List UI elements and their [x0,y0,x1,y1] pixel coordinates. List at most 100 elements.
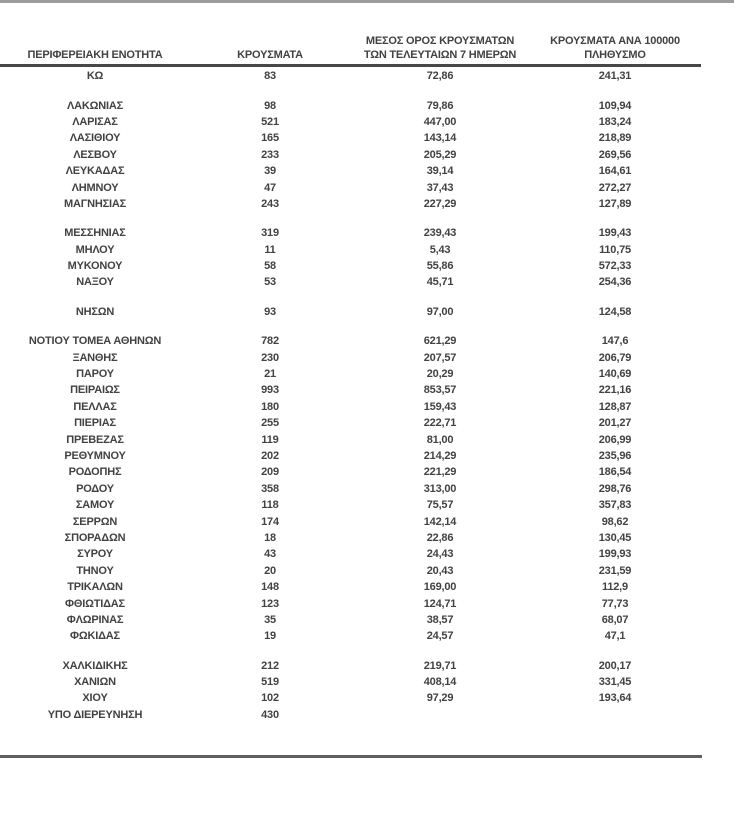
region-name-cell: ΤΗΝΟΥ [76,564,114,577]
per100k-cell: 110,75 [599,243,631,256]
per100k-cell: 77,73 [601,597,629,610]
avg7-cell: 5,43 [429,243,451,256]
table-row: ΦΘΙΩΤΙΔΑΣ 123 124,71 77,73 [0,595,700,611]
cases-cell: 358 [261,482,279,495]
table-row: ΝΑΞΟΥ 53 45,71 254,36 [0,274,700,290]
avg7-cell: 408,14 [423,676,457,689]
region-name-cell: ΦΘΙΩΤΙΔΑΣ [65,597,125,610]
per100k-cell: 112,9 [602,581,628,594]
cases-cell: 19 [264,630,276,643]
table-row: ΛΕΥΚΑΔΑΣ 39 39,14 164,61 [0,163,700,179]
region-name-cell: ΜΑΓΝΗΣΙΑΣ [63,197,126,210]
per100k-cell: 269,56 [598,148,632,161]
table-row: ΥΠΟ ΔΙΕΡΕΥΝΗΣΗ 430 [0,707,700,723]
cases-cell: 21 [264,368,276,381]
table-row: ΡΟΔΟΥ 358 313,00 298,76 [0,481,700,497]
region-name-cell: ΣΥΡΟΥ [77,548,113,561]
table-row: ΣΠΟΡΑΔΩΝ 18 22,86 130,45 [0,530,700,546]
cases-cell: 148 [261,581,279,594]
avg7-cell: 22,86 [426,531,454,544]
avg7-cell: 97,29 [426,692,454,705]
table-row: ΧΙΟΥ 102 97,29 193,64 [0,690,700,706]
avg7-cell: 97,00 [426,305,454,318]
table-group: ΛΑΚΩΝΙΑΣ 98 79,86 109,94 ΛΑΡΙΣΑΣ 521 447,00 183… [0,97,700,212]
avg7-cell: 221,29 [423,466,457,479]
avg7-cell: 207,57 [423,351,457,364]
region-name-cell: ΞΑΝΘΗΣ [72,351,118,364]
region-name-cell: ΠΙΕΡΙΑΣ [74,417,116,430]
table-row: ΤΗΝΟΥ 20 20,43 231,59 [0,563,700,579]
per100k-cell: 109,94 [598,99,632,112]
region-name-cell: ΧΑΛΚΙΔΙΚΗΣ [62,659,128,672]
table-row: ΛΑΣΙΘΙΟΥ 165 143,14 218,89 [0,130,700,146]
per100k-cell: 221,16 [598,384,632,397]
region-name-cell: ΤΡΙΚΑΛΩΝ [67,581,123,594]
avg7-cell: 214,29 [423,450,457,462]
avg7-cell: 55,86 [426,260,454,273]
cases-cell: 521 [261,115,279,128]
per100k-cell: 201,27 [598,417,632,430]
region-name-cell: ΜΕΣΣΗΝΙΑΣ [64,227,126,240]
column-header-region-line2: ΠΕΡΙΦΕΡΕΙΑΚΗ ΕΝΟΤΗΤΑ [27,49,163,61]
per100k-cell: 241,31 [598,70,632,83]
table-row: ΛΑΡΙΣΑΣ 521 447,00 183,24 [0,114,700,130]
table-group: ΝΟΤΙΟΥ ΤΟΜΕΑ ΑΘΗΝΩΝ 782 621,29 147,6 ΞΑΝΘΗΣ 2… [0,333,700,644]
region-name-cell: ΡΕΘΥΜΝΟΥ [64,450,126,462]
per100k-cell: 140,69 [598,368,632,381]
table-row: ΛΕΣΒΟΥ 233 205,29 269,56 [0,147,700,163]
cases-cell: 319 [261,227,279,240]
region-name-cell: ΠΕΙΡΑΙΩΣ [70,384,120,397]
avg7-cell: 222,71 [423,417,457,430]
avg7-cell: 75,57 [426,499,454,512]
per100k-cell: 231,59 [598,564,632,577]
table-row: ΜΕΣΣΗΝΙΑΣ 319 239,43 199,43 [0,225,700,241]
per100k-cell: 130,45 [598,531,632,544]
cases-cell: 47 [264,181,276,194]
per100k-cell: 127,89 [598,197,632,210]
region-name-cell: ΡΟΔΟΥ [76,482,114,495]
region-name-cell: ΚΩ [86,70,104,83]
cases-cell: 58 [264,260,276,273]
cases-cell: 83 [264,70,276,83]
per100k-cell: 199,93 [598,548,632,561]
avg7-cell: 20,29 [426,368,454,381]
table-row: ΛΗΜΝΟΥ 47 37,43 272,27 [0,179,700,195]
cases-cell: 35 [264,613,276,626]
cases-cell: 233 [261,148,279,161]
per100k-cell: 357,83 [598,499,632,512]
cases-cell: 430 [261,708,279,721]
column-header-cases-line2: ΚΡΟΥΣΜΑΤΑ [237,49,303,61]
region-name-cell: ΧΑΝΙΩΝ [74,676,116,689]
table-row: ΧΑΝΙΩΝ 519 408,14 331,45 [0,674,700,690]
table-row: ΣΕΡΡΩΝ 174 142,14 98,62 [0,513,700,529]
region-name-cell: ΛΑΡΙΣΑΣ [72,115,118,128]
table-row: ΜΑΓΝΗΣΙΑΣ 243 227,29 127,89 [0,196,700,212]
cases-cell: 782 [261,335,279,348]
region-name-cell: ΛΑΚΩΝΙΑΣ [67,99,123,112]
region-name-cell: ΥΠΟ ΔΙΕΡΕΥΝΗΣΗ [47,708,143,721]
cases-cell: 53 [264,276,276,289]
region-name-cell: ΛΗΜΝΟΥ [71,181,119,194]
avg7-cell: 81,00 [426,433,454,446]
table-row: ΚΩ 83 72,86 241,31 [0,68,700,84]
per100k-cell: 199,43 [598,227,632,240]
per100k-cell: 298,76 [598,482,632,495]
table-row: ΠΡΕΒΕΖΑΣ 119 81,00 206,99 [0,431,700,447]
column-header-avg7: ΜΕΣΟΣ ΟΡΟΣ ΚΡΟΥΣΜΑΤΩΝ ΤΩΝ ΤΕΛΕΥΤΑΙΩΝ 7 Η… [350,34,530,62]
avg7-cell: 143,14 [423,132,457,145]
cases-cell: 174 [261,515,279,528]
per100k-cell: 124,58 [598,305,632,318]
region-name-cell: ΦΛΩΡΙΝΑΣ [66,613,124,626]
column-header-per100k-line1: ΚΡΟΥΣΜΑΤΑ ΑΝΑ 100000 [550,35,680,47]
avg7-cell: 38,57 [426,613,454,626]
column-header-avg7-line2: ΤΩΝ ΤΕΛΕΥΤΑΙΩΝ 7 ΗΜΕΡΩΝ [363,49,517,61]
cases-cell: 43 [264,548,276,561]
region-name-cell: ΠΕΛΛΑΣ [73,400,117,413]
region-name-cell: ΜΗΛΟΥ [75,243,115,256]
region-name-cell: ΠΑΡΟΥ [76,368,114,381]
cases-cell: 18 [264,531,276,544]
avg7-cell: 24,43 [426,548,454,561]
cases-cell: 202 [261,450,279,462]
avg7-cell: 219,71 [423,659,457,672]
